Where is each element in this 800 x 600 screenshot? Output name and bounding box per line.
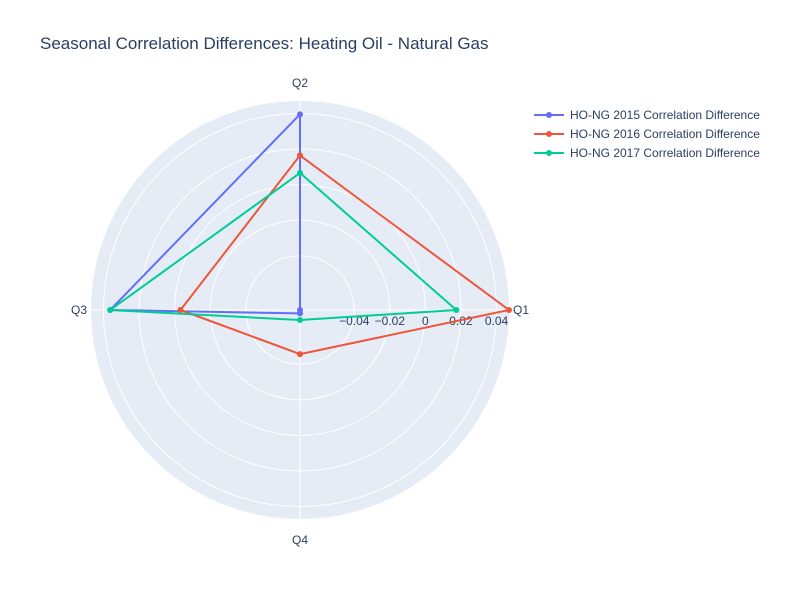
data-point-q4[interactable] — [297, 351, 303, 358]
legend-label: HO-NG 2017 Correlation Difference — [570, 146, 760, 160]
data-point-q4[interactable] — [297, 310, 303, 317]
radial-tick-label: 0 — [422, 314, 429, 328]
data-point-q3[interactable] — [107, 307, 114, 313]
legend-item[interactable]: HO-NG 2016 Correlation Difference — [534, 127, 760, 141]
legend-swatch-marker — [546, 131, 552, 137]
axis-label-q4: Q4 — [292, 533, 308, 547]
radial-tick-label: 0.04 — [485, 314, 509, 328]
data-point-q1[interactable] — [453, 307, 460, 313]
data-point-q2[interactable] — [297, 111, 303, 118]
axis-label-q1: Q1 — [513, 303, 529, 317]
legend[interactable]: HO-NG 2015 Correlation Difference HO-NG 2… — [534, 108, 760, 160]
series-1 — [177, 152, 512, 358]
legend-item[interactable]: HO-NG 2017 Correlation Difference — [534, 146, 760, 160]
axis-label-q3: Q3 — [71, 303, 87, 317]
legend-swatch-marker — [546, 112, 552, 118]
axis-label-q2: Q2 — [292, 76, 308, 90]
data-point-q3[interactable] — [177, 307, 184, 313]
series-layer — [107, 111, 512, 358]
legend-swatch-marker — [546, 150, 552, 156]
data-point-q1[interactable] — [506, 307, 512, 313]
data-point-q2[interactable] — [297, 152, 303, 159]
chart-title: Seasonal Correlation Differences: Heatin… — [40, 34, 489, 53]
angular-axis-labels: Q1 Q2 Q3 Q4 — [71, 76, 529, 547]
series-2 — [107, 169, 460, 323]
legend-label: HO-NG 2015 Correlation Difference — [570, 108, 760, 122]
radial-tick-label: −0.02 — [375, 314, 406, 328]
data-point-q4[interactable] — [297, 316, 303, 323]
legend-item[interactable]: HO-NG 2015 Correlation Difference — [534, 108, 760, 122]
data-point-q2[interactable] — [297, 169, 303, 176]
legend-label: HO-NG 2016 Correlation Difference — [570, 127, 760, 141]
